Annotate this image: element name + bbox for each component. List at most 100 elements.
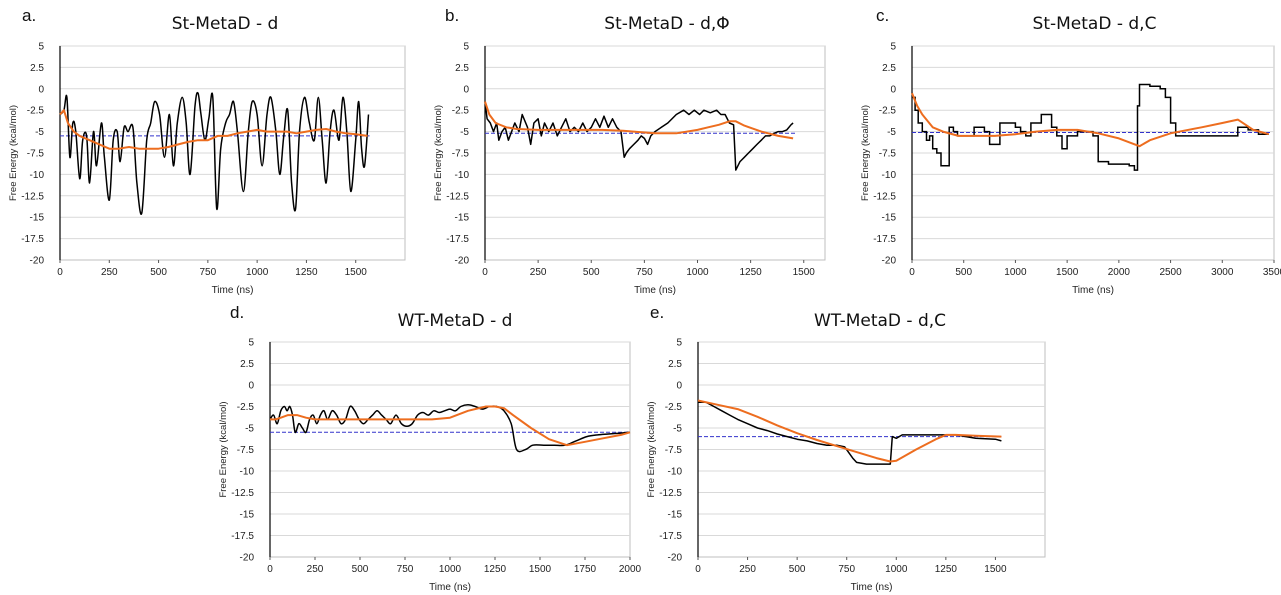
panel-d: d. WT-MetaD - d 5 2.5 0 -2.5 -5 -7.5 -10 -12.5 -…	[210, 297, 650, 595]
raw-series-line	[912, 83, 1269, 171]
x-tick-label: 1750	[574, 564, 597, 575]
y-tick-label: -12.5	[446, 191, 469, 202]
panel-label: a.	[22, 6, 37, 25]
y-tick-label: 2.5	[882, 63, 896, 74]
y-tick-label: -7.5	[879, 149, 897, 160]
panel-e: e. WT-MetaD - d,C 5 2.5 0 -2.5 -5 -7.5 -10 -12.…	[640, 297, 1060, 595]
x-tick-label: 2000	[1108, 267, 1131, 278]
x-tick-label: 750	[838, 564, 855, 575]
panel-c: c. St-MetaD - d,C 5 2.5 0 -2.5 -5 -7.5 -10 -12.…	[854, 0, 1281, 300]
raw-series-line	[484, 101, 794, 171]
x-tick-label: 0	[57, 267, 63, 278]
y-tick-label: 0	[38, 84, 44, 95]
x-axis-label: Time (ns)	[851, 582, 893, 593]
y-tick-label: 5	[676, 338, 682, 349]
y-tick-label: -17.5	[446, 234, 469, 245]
y-tick-label: -20	[240, 553, 255, 564]
x-tick-label: 1000	[439, 564, 462, 575]
x-tick-label: 0	[909, 267, 915, 278]
x-tick-label: 250	[307, 564, 324, 575]
average-series-line	[911, 92, 1270, 148]
y-tick-label: -7.5	[665, 445, 683, 456]
chart-svg: 5 2.5 0 -2.5 -5 -7.5 -10 -12.5 -15 -17.5 -20 0 250 50…	[646, 338, 1046, 593]
y-tick-label: -12.5	[873, 191, 896, 202]
chart-svg: 5 2.5 0 -2.5 -5 -7.5 -10 -12.5 -15 -17.5 -20 0 500 10…	[860, 42, 1281, 297]
panel-label: b.	[445, 6, 460, 25]
y-tick-label: 0	[463, 84, 469, 95]
chart-title: St-MetaD - d	[171, 14, 279, 34]
raw-series-line	[698, 401, 1002, 465]
y-tick-label: 0	[890, 84, 896, 95]
y-tick-label: -10	[30, 170, 45, 181]
x-tick-label: 500	[789, 564, 806, 575]
chart-title: WT-MetaD - d,C	[813, 311, 947, 331]
y-tick-label: 2.5	[455, 63, 469, 74]
x-tick-label: 750	[200, 267, 217, 278]
x-tick-label: 500	[352, 564, 369, 575]
y-tick-label: -15	[30, 213, 45, 224]
average-series-line	[270, 405, 631, 447]
panel-label: d.	[230, 303, 245, 322]
x-tick-label: 1000	[246, 267, 269, 278]
y-tick-label: -10	[882, 170, 897, 181]
y-tick-label: -17.5	[659, 531, 682, 542]
y-tick-label: -12.5	[659, 488, 682, 499]
y-tick-label: -20	[882, 256, 897, 267]
x-tick-label: 250	[739, 564, 756, 575]
x-tick-label: 1500	[984, 564, 1007, 575]
average-series-line	[484, 101, 794, 140]
y-tick-label: -5	[245, 424, 254, 435]
panel-label: c.	[876, 6, 890, 25]
y-tick-label: -17.5	[873, 234, 896, 245]
y-tick-label: 5	[38, 42, 44, 53]
y-tick-label: -20	[455, 256, 470, 267]
raw-series-line	[59, 91, 370, 216]
x-tick-label: 2000	[619, 564, 642, 575]
y-tick-label: -5	[460, 127, 469, 138]
x-tick-label: 500	[955, 267, 972, 278]
x-tick-label: 1500	[345, 267, 368, 278]
y-tick-label: -7.5	[27, 149, 45, 160]
y-tick-label: -2.5	[879, 106, 897, 117]
y-tick-label: -5	[887, 127, 896, 138]
y-tick-label: -17.5	[21, 234, 44, 245]
x-tick-label: 1250	[295, 267, 318, 278]
y-axis-label: Free Energy (kcal/mol)	[433, 105, 444, 201]
x-axis-label: Time (ns)	[1072, 285, 1114, 296]
y-tick-label: -10	[240, 467, 255, 478]
x-axis-label: Time (ns)	[212, 285, 254, 296]
x-tick-label: 3500	[1263, 267, 1281, 278]
y-tick-label: -7.5	[237, 445, 255, 456]
y-tick-label: 0	[248, 381, 254, 392]
x-tick-label: 0	[482, 267, 488, 278]
chart-title: WT-MetaD - d	[397, 311, 513, 331]
chart-svg: 5 2.5 0 -2.5 -5 -7.5 -10 -12.5 -15 -17.5 -20 0 250 50…	[8, 42, 406, 296]
y-tick-label: -15	[882, 213, 897, 224]
x-axis-label: Time (ns)	[634, 285, 676, 296]
y-tick-label: -2.5	[665, 402, 683, 413]
y-axis-label: Free Energy (kcal/mol)	[646, 401, 657, 497]
y-tick-label: -15	[668, 510, 683, 521]
y-tick-label: 2.5	[30, 63, 44, 74]
x-tick-label: 1250	[740, 267, 763, 278]
y-tick-label: -17.5	[231, 531, 254, 542]
y-tick-label: 2.5	[668, 359, 682, 370]
average-series-line	[697, 399, 1002, 463]
y-tick-label: 5	[248, 338, 254, 349]
x-tick-label: 1000	[885, 564, 908, 575]
average-series-line	[59, 109, 368, 150]
y-tick-label: -15	[455, 213, 470, 224]
chart-svg: 5 2.5 0 -2.5 -5 -7.5 -10 -12.5 -15 -17.5 -20 0 250 50…	[218, 338, 642, 594]
x-tick-label: 1000	[686, 267, 709, 278]
x-tick-label: 750	[397, 564, 414, 575]
x-tick-label: 1250	[484, 564, 507, 575]
x-tick-label: 1000	[1004, 267, 1027, 278]
y-tick-label: -2.5	[452, 106, 470, 117]
y-tick-label: -2.5	[27, 106, 45, 117]
y-tick-label: -20	[668, 553, 683, 564]
x-tick-label: 0	[695, 564, 701, 575]
y-tick-label: -12.5	[231, 488, 254, 499]
x-tick-label: 500	[150, 267, 167, 278]
x-tick-label: 750	[636, 267, 653, 278]
y-tick-label: -7.5	[452, 149, 470, 160]
